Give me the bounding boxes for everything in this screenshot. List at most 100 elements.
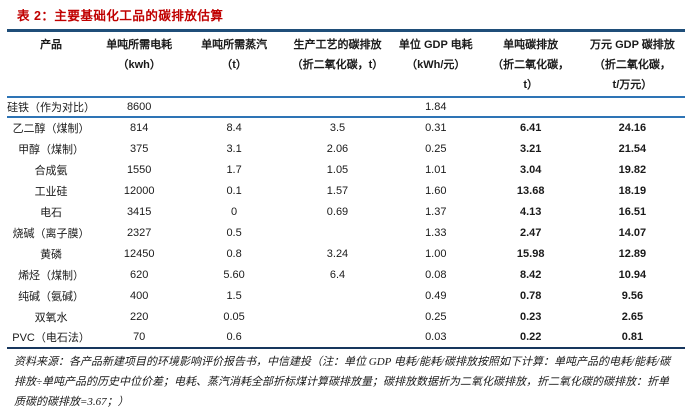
header-cell: 万元 GDP 碳排放 （折二氧化碳， t/万元） [580,31,685,98]
value-cell: 8600 [126,101,152,113]
value-cell: 1.33 [425,226,447,239]
header-cell-line: （t） [221,59,247,71]
value-cell [183,97,285,117]
value-cell: 620 [130,268,149,281]
value-cell: 15.98 [516,247,545,260]
value-cell: 1.01 [425,163,447,176]
value-cell: 21.54 [618,142,647,155]
value-cell: 0.08 [425,268,447,281]
header-cell: 生产工艺的碳排放 （折二氧化碳，t） [285,31,390,98]
product-cell: 甲醇（煤制） [18,143,85,156]
header-cell-line: （折二氧化碳， [593,59,671,71]
value-cell: 1550 [126,163,152,176]
value-cell: 2327 [126,226,152,239]
value-cell [285,327,390,348]
product-cell: PVC（电石法） [12,332,90,344]
value-cell: 6.4 [329,268,346,281]
header-cell: 产品 [7,31,95,98]
value-cell: 0.81 [621,331,644,343]
product-cell: 工业硅 [34,185,68,198]
value-cell: 1.84 [425,101,447,113]
table-row: 乙二醇（煤制） 814 8.4 3.5 0.31 6.41 24.16 [7,117,685,138]
value-cell: 3.5 [329,122,346,134]
header-cell-line: 单吨碳排放 [503,39,559,51]
table-row: 工业硅 12000 0.1 1.57 1.60 13.68 18.19 [7,180,685,201]
product-cell: 黄磷 [40,248,63,261]
value-cell: 1.7 [226,163,242,176]
value-cell: 12.89 [618,247,647,260]
value-cell: 0.23 [519,310,542,323]
value-cell: 5.60 [223,268,245,281]
value-cell: 0.22 [519,331,542,343]
value-cell: 220 [130,310,149,323]
product-cell: 硅铁（作为对比） [7,102,96,114]
value-cell [580,97,685,117]
value-cell: 375 [130,142,149,155]
table-row: 硅铁（作为对比） 8600 1.84 [7,97,685,117]
product-cell: 合成氨 [34,164,68,177]
value-cell: 3415 [126,205,152,218]
value-cell: 3.24 [326,247,349,260]
value-cell: 2.47 [519,226,542,239]
product-cell: 烧碱（离子膜） [12,227,90,240]
value-cell [285,97,390,117]
value-cell: 2.06 [326,142,349,155]
value-cell: 9.56 [621,289,644,302]
value-cell: 0.31 [425,122,447,134]
value-cell: 0.25 [425,142,447,155]
header-cell: 单吨所需电耗 （kwh） [95,31,183,98]
product-cell: 乙二醇（煤制） [12,123,90,135]
value-cell: 0.69 [326,205,349,218]
value-cell: 814 [130,122,149,134]
table-row: 烧碱（离子膜） 2327 0.5 1.33 2.47 14.07 [7,222,685,243]
value-cell: 4.13 [519,205,542,218]
header-cell-line: （kwh） [117,59,161,71]
value-cell: 10.94 [618,268,647,281]
header-cell-line: （折二氧化碳，t） [291,59,384,71]
table-row: PVC（电石法） 70 0.6 0.03 0.22 0.81 [7,327,685,348]
value-cell: 8.42 [519,268,542,281]
product-cell: 纯碱（氨碱） [18,290,85,303]
product-cell: 烯烃（煤制） [18,269,85,282]
value-cell: 70 [133,331,146,343]
source-note-line: 质碳的碳排放=3.67；） [14,396,129,408]
value-cell: 1.5 [226,289,242,302]
value-cell: 8.4 [226,122,242,134]
value-cell: 3.04 [519,163,542,176]
source-note-line: 排放÷单吨产品的历史中位价差；电耗、蒸汽消耗全部折标煤计算碳排放量；碳排放数据折… [14,376,670,388]
value-cell: 1.60 [425,184,447,197]
value-cell: 1.05 [326,163,349,176]
header-cell-line: t/万元） [612,79,653,91]
value-cell: 6.41 [519,122,542,134]
value-cell: 1.37 [425,205,447,218]
table-row: 甲醇（煤制） 375 3.1 2.06 0.25 3.21 21.54 [7,138,685,159]
source-note-line: 资料来源：各产品新建项目的环境影响评价报告书，中信建投（注：单位 GDP 电耗/… [14,356,671,368]
value-cell: 16.51 [618,205,647,218]
value-cell: 0.25 [425,310,447,323]
value-cell: 13.68 [516,184,545,197]
value-cell: 18.19 [618,184,647,197]
table-row: 纯碱（氨碱） 400 1.5 0.49 0.78 9.56 [7,285,685,306]
value-cell: 1.57 [326,184,349,197]
table-row: 双氧水 220 0.05 0.25 0.23 2.65 [7,306,685,327]
table-title: 表 2：主要基础化工品的碳排放估算 [17,9,224,23]
value-cell: 400 [130,289,149,302]
value-cell: 24.16 [618,122,647,134]
value-cell: 0.5 [226,226,242,239]
emissions-table-wrap: 产品 单吨所需电耗 （kwh） 单吨所需蒸汽 （t） 生产工艺的碳排放 （折二氧化碳，t）单… [7,29,685,349]
value-cell [285,306,390,327]
value-cell: 14.07 [618,226,647,239]
value-cell: 2.65 [621,310,644,323]
value-cell: 0.49 [425,289,447,302]
header-cell-line: （折二氧化碳， [492,59,570,71]
header-cell-line: （kWh/元） [406,59,466,71]
header-cell-line: 万元 GDP 碳排放 [590,39,675,51]
source-note: 资料来源：各产品新建项目的环境影响评价报告书，中信建投（注：单位 GDP 电耗/… [14,352,690,412]
product-cell: 电石 [40,206,63,219]
header-cell-line: 生产工艺的碳排放 [293,39,382,51]
value-cell: 0.78 [519,289,542,302]
product-cell: 双氧水 [34,311,68,324]
value-cell: 19.82 [618,163,647,176]
value-cell [482,97,580,117]
